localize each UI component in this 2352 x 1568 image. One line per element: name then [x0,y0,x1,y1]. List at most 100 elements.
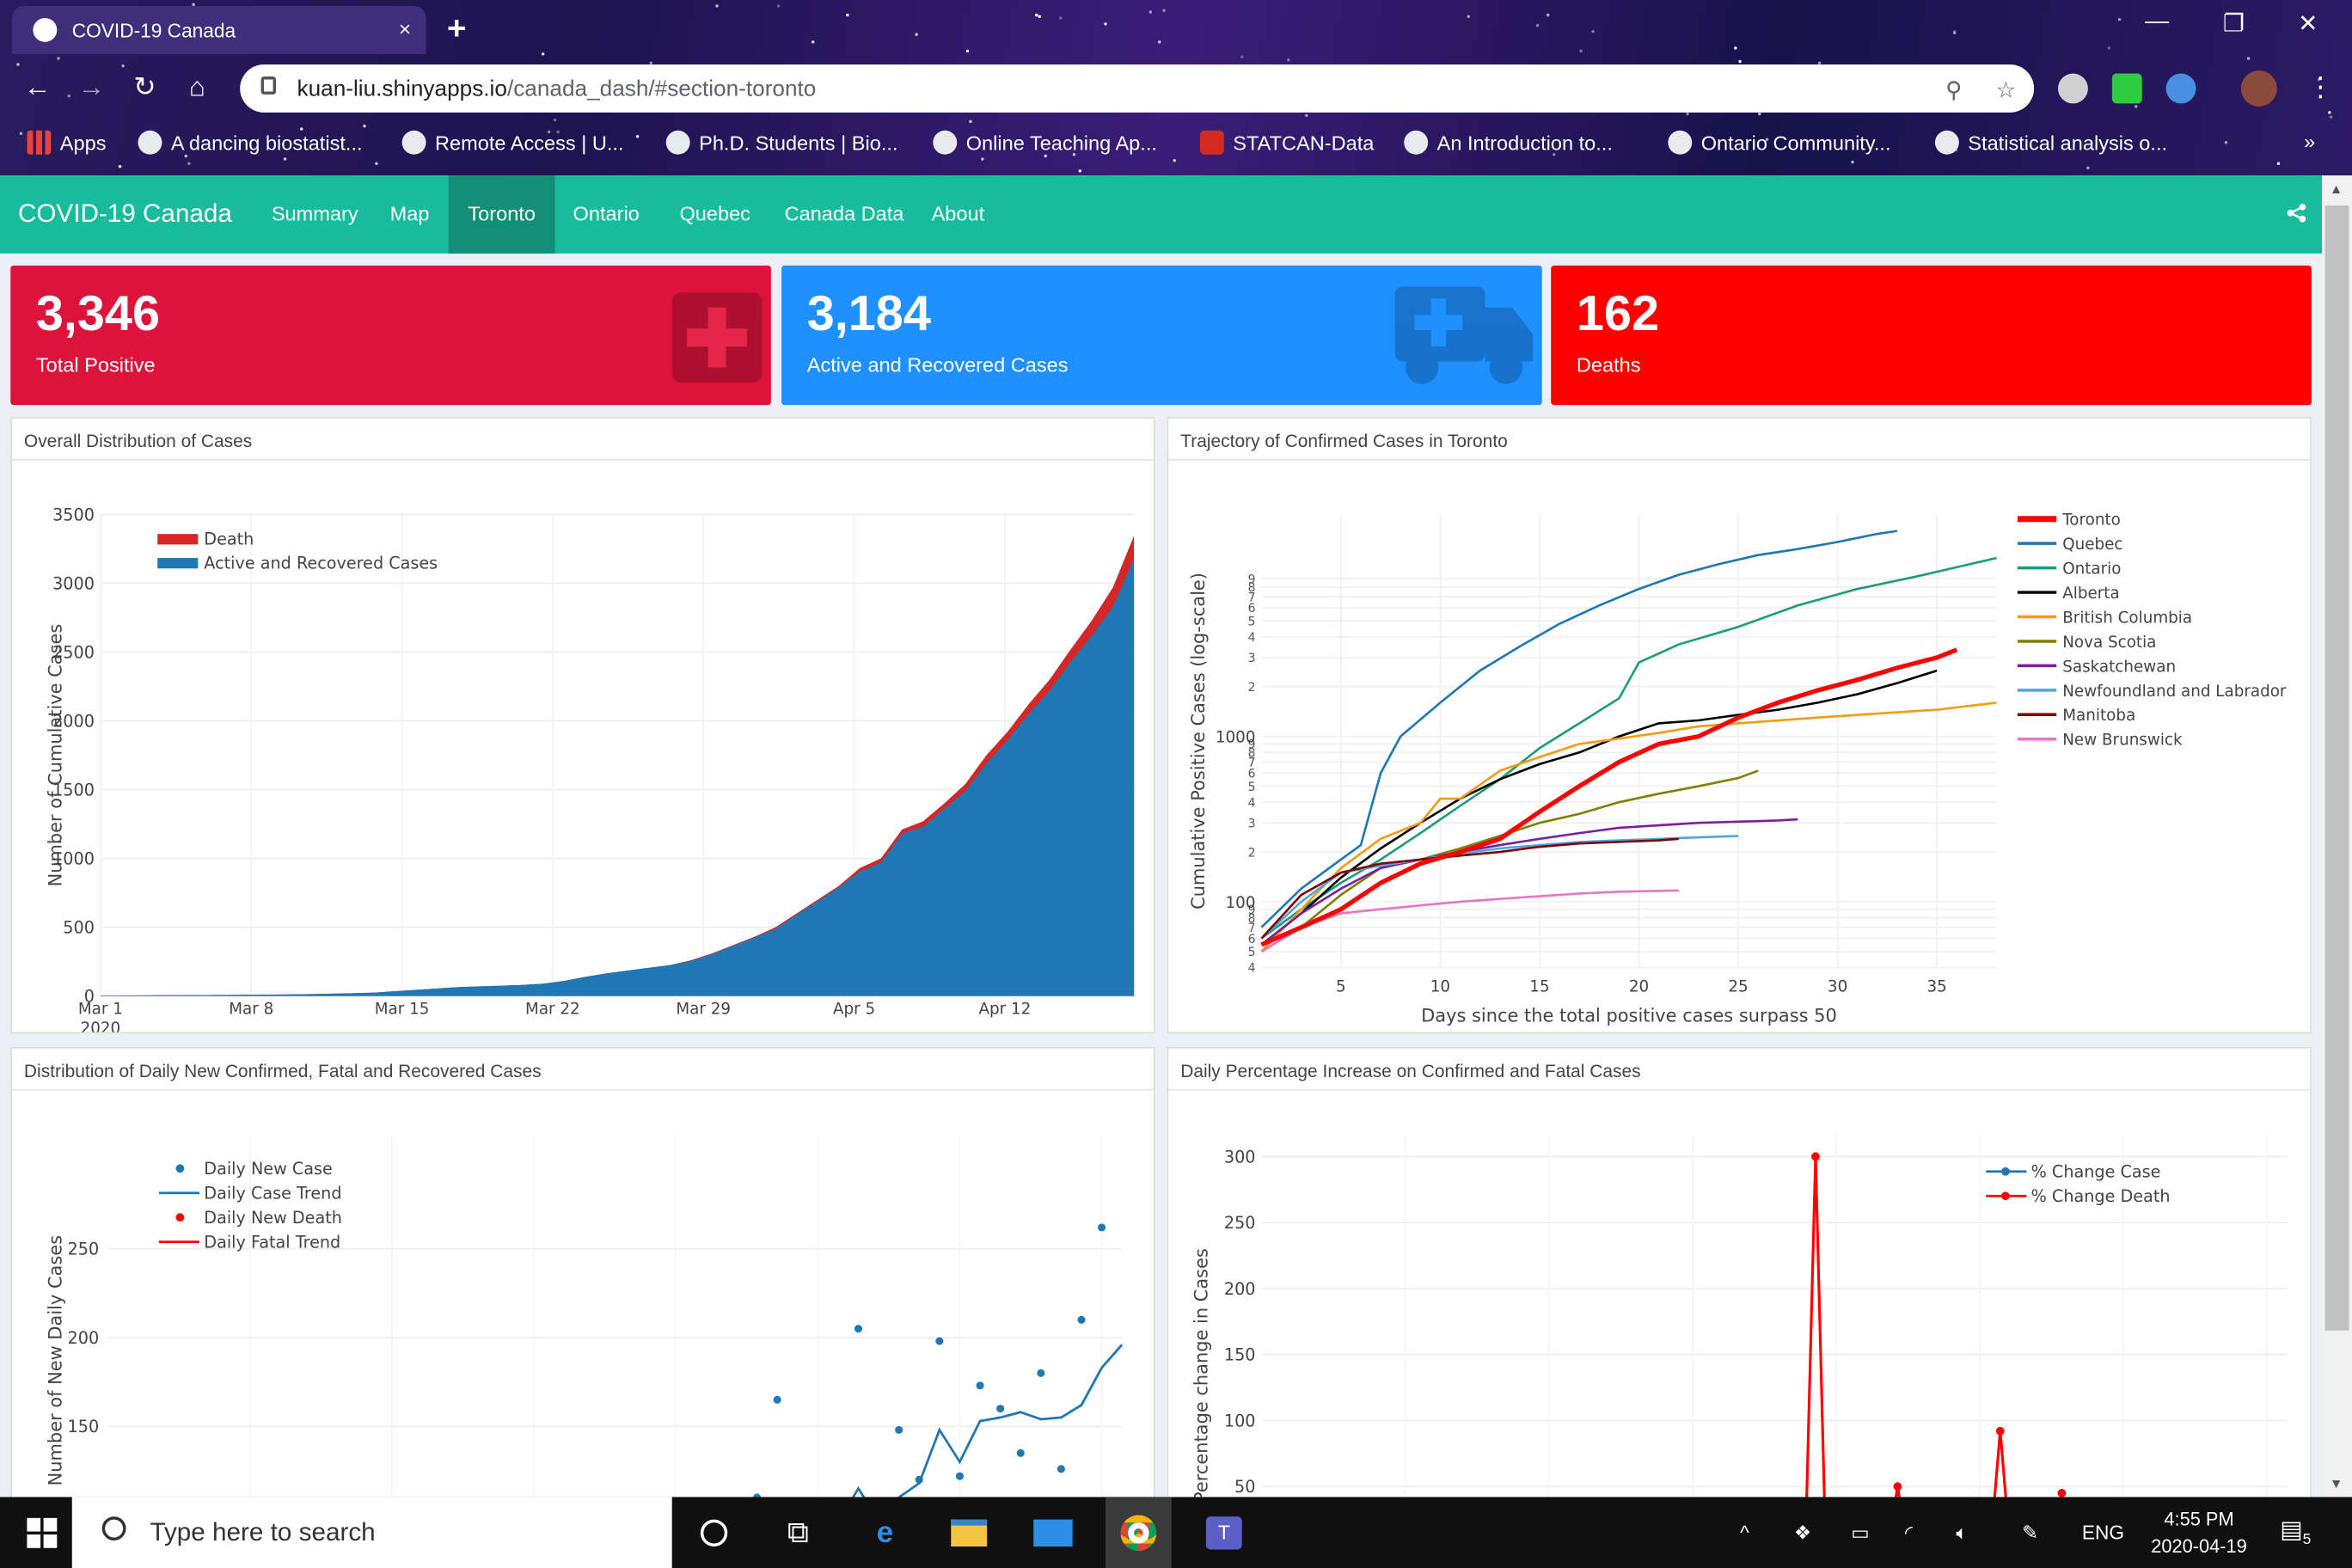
new-tab-button[interactable]: + [446,9,467,47]
data-point [1098,1223,1106,1232]
close-tab-icon[interactable]: × [398,16,412,41]
page-scrollbar[interactable]: ▲ ▼ [2322,175,2352,1498]
profile-avatar[interactable] [2240,70,2277,107]
bookmark-item[interactable]: Online Teaching Ap... [933,130,1157,155]
battery-icon[interactable]: ▭ [1851,1521,1870,1544]
extension-icon[interactable] [2165,73,2196,104]
wifi-icon[interactable]: ◜ [1905,1521,1913,1544]
x-tick-label: Mar 1 [78,1001,123,1019]
star-dot [2108,46,2111,50]
bookmark-item[interactable]: Apps [27,130,107,155]
nav-map[interactable]: Map [389,202,430,225]
y-tick-label: 500 [63,918,95,938]
star-dot [2086,166,2089,170]
legend-label: New Brunswick [2062,732,2183,750]
windows-taskbar: Type here to search ⧉ e T ^ ❖ ▭ ◜ 🔈︎ ✎ E… [0,1497,2352,1568]
bookmark-item[interactable]: STATCAN-Data [1199,130,1374,155]
nav-toronto[interactable]: Toronto [448,175,555,254]
browser-tab[interactable]: COVID-19 Canada × [11,5,426,54]
bookmark-star-icon[interactable]: ☆ [1995,77,2017,104]
extension-icon[interactable] [2058,73,2088,104]
pen-icon[interactable]: ✎ [2022,1521,2039,1544]
address-bar[interactable]: kuan-liu.shinyapps.io/canada_dash/#secti… [240,64,2035,113]
nav-quebec[interactable]: Quebec [679,202,750,225]
bookmark-item[interactable]: Remote Access | U... [401,130,624,155]
nav-summary[interactable]: Summary [271,202,358,225]
y-tick-label: 150 [1224,1345,1256,1365]
daily-percentage-chart[interactable]: 50 100 150 200 250 300 Percentage change in Ca… [1168,1091,2310,1529]
legend-label: Alberta [2062,585,2119,603]
notifications-icon[interactable]: ▤5 [2280,1517,2312,1549]
bookmark-item[interactable]: Statistical analysis o... [1934,130,2167,155]
forward-icon[interactable]: → [77,71,106,102]
data-point [773,1395,781,1404]
y-minor-tick-label: 7 [1248,756,1256,770]
daily-new-chart[interactable]: 100150200250Number of New Daily CasesDai… [12,1091,1154,1529]
minimize-icon[interactable]: — [2145,9,2170,35]
star-dot [117,164,121,168]
volume-icon[interactable]: 🔈︎ [1956,1521,1968,1544]
star-dot [1592,29,1596,33]
globe-icon [33,17,58,42]
task-view-icon[interactable]: ⧉ [787,1516,809,1549]
teams-icon[interactable]: T [1203,1512,1245,1554]
bookmark-label: A dancing biostatist... [170,131,363,154]
chrome-icon[interactable] [1105,1497,1172,1568]
bookmark-item[interactable]: A dancing biostatist... [138,130,363,155]
data-point [2057,1488,2067,1498]
app-brand[interactable]: COVID-19 Canada [17,199,232,229]
data-point [1995,1426,2005,1436]
lock-extension-icon[interactable] [2111,73,2142,104]
star-dot [121,64,126,68]
menu-kebab-icon[interactable]: ⋮ [2306,71,2335,102]
share-icon[interactable] [2286,203,2306,229]
nav-canada-data[interactable]: Canada Data [784,202,904,225]
y-tick-label: 1000 [52,849,95,869]
restore-icon[interactable]: ❐ [2222,11,2245,38]
series-line-manitoba [1260,837,1679,940]
bookmark-item[interactable]: An Introduction to... [1404,130,1613,155]
star-dot [374,161,378,165]
windows-start-icon[interactable] [27,1517,58,1548]
cortana-icon[interactable] [693,1512,735,1554]
y-tick-label: 250 [68,1240,100,1259]
browser-chrome: COVID-19 Canada × + — ❐ ✕ ← → ↻ ⌂ kuan-l… [0,0,2352,176]
home-icon[interactable]: ⌂ [188,71,205,102]
close-window-icon[interactable]: ✕ [2298,11,2318,38]
nav-ontario[interactable]: Ontario [573,202,640,225]
star-dot [1580,49,1583,52]
star-dot [1157,40,1161,44]
mail-icon[interactable] [1032,1512,1074,1554]
back-icon[interactable]: ← [23,71,52,102]
scroll-thumb[interactable] [2324,205,2349,1331]
y-axis-label: Cumulative Positive Cases (log-scale) [1188,573,1209,910]
language-indicator[interactable]: ENG [2081,1521,2125,1544]
nav-about[interactable]: About [931,202,985,225]
y-minor-tick-label: 8 [1248,581,1256,595]
zoom-icon[interactable]: ⚲ [1945,77,1963,104]
star-dot [2116,18,2121,21]
deaths-value: 162 [1576,285,1659,341]
bookmarks-overflow-icon[interactable]: » [2304,130,2316,153]
star-dot [1148,11,1152,15]
bookmark-label: Apps [59,131,107,154]
dropbox-icon[interactable]: ❖ [1793,1521,1812,1544]
bookmark-item[interactable]: Ontario Community... [1668,130,1891,155]
scroll-down-icon[interactable]: ▼ [2329,1475,2343,1491]
edge-icon[interactable]: e [876,1516,894,1549]
site-favicon [138,130,162,155]
star-dot [1037,15,1041,19]
y-tick-label: 200 [68,1328,100,1348]
y-tick-label: 0 [84,987,95,1007]
site-favicon [665,130,690,155]
system-clock[interactable]: 4:55 PM 2020-04-19 [2130,1506,2269,1560]
reload-icon[interactable]: ↻ [133,71,156,102]
taskbar-search-input[interactable]: Type here to search [71,1497,672,1568]
bookmark-item[interactable]: Ph.D. Students | Bio... [665,130,897,155]
scroll-up-icon[interactable]: ▲ [2329,181,2343,197]
show-hidden-icons[interactable]: ^ [1740,1521,1749,1544]
file-explorer-icon[interactable] [948,1512,990,1554]
star-dot [553,118,556,121]
